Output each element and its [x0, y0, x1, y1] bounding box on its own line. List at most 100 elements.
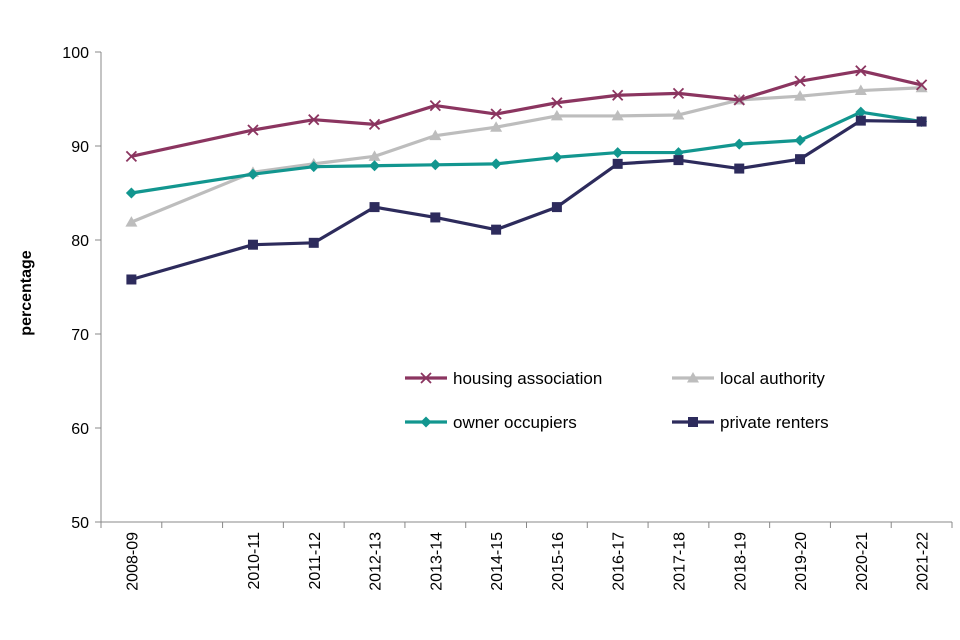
y-tick-label: 90: [71, 139, 89, 156]
x-tick-label: 2015-16: [550, 532, 567, 591]
data-point: [794, 75, 806, 87]
data-point: [612, 147, 624, 159]
y-tick-label: 60: [71, 421, 89, 438]
x-marker-stroke: [612, 89, 624, 101]
data-point: [125, 216, 138, 227]
x-tick-label: 2010-11: [246, 532, 263, 590]
data-point: [915, 81, 928, 93]
data-point: [247, 168, 259, 180]
data-point: [308, 114, 320, 126]
x-marker-stroke: [247, 124, 259, 136]
series-owner-occupiers: [125, 106, 928, 199]
data-point: [551, 151, 563, 163]
legend-swatch-marker: [420, 416, 432, 428]
data-point: [308, 161, 320, 173]
x-tick-label: 2012-13: [368, 532, 385, 591]
x-tick-label: 2011-12: [307, 532, 324, 590]
data-point: [612, 89, 624, 101]
axes: 50 60 70 80 90 100 2008-09 2010-11 2011-12 2012-1…: [62, 45, 953, 591]
x-tick-label: 2013-14: [428, 532, 445, 591]
y-tick-label: 80: [71, 233, 89, 250]
data-point: [794, 90, 807, 101]
data-point: [490, 158, 502, 170]
data-point: [855, 106, 867, 118]
x-tick-label: 2017-18: [671, 532, 688, 591]
x-tick-label: 2018-19: [732, 532, 749, 591]
legend-swatch-marker: [687, 372, 699, 383]
data-point: [368, 150, 381, 161]
data-point: [855, 115, 866, 126]
y-axis-title: percentage: [18, 250, 35, 335]
series-line: [131, 110, 922, 195]
data-point: [429, 159, 441, 171]
data-point: [247, 124, 259, 136]
legend-item: owner occupiers: [405, 413, 577, 432]
x-marker-stroke: [915, 79, 928, 91]
data-point: [490, 108, 502, 120]
data-point: [733, 138, 745, 150]
data-point: [611, 109, 624, 121]
data-point: [612, 158, 623, 169]
data-point: [308, 237, 319, 248]
legend-item: private renters: [672, 413, 829, 432]
data-point: [673, 155, 684, 166]
data-point: [369, 202, 380, 213]
series-housing-association: [125, 65, 928, 162]
data-point: [734, 163, 745, 174]
y-tick-label: 70: [71, 327, 89, 344]
legend-label: private renters: [720, 413, 829, 432]
x-marker-stroke: [420, 372, 432, 384]
data-point: [733, 94, 745, 106]
data-point: [795, 154, 806, 165]
series-line: [130, 119, 922, 282]
x-marker-stroke: [368, 118, 381, 131]
data-point: [855, 65, 867, 77]
data-point: [916, 116, 927, 127]
x-marker-stroke: [551, 97, 563, 109]
x-marker-stroke: [794, 75, 806, 87]
x-marker-stroke: [308, 114, 320, 126]
data-point: [551, 97, 563, 109]
x-marker-stroke: [125, 150, 138, 162]
x-marker-stroke: [490, 108, 502, 120]
series-layer: [125, 65, 928, 285]
x-tick-label: 2019-20: [793, 532, 810, 591]
legend-label: owner occupiers: [453, 413, 577, 432]
x-marker-stroke: [733, 94, 745, 106]
legend-item: housing association: [405, 369, 602, 388]
legend: housing association local authority owner …: [405, 369, 829, 432]
data-point: [551, 202, 562, 213]
x-tick-label: 2016-17: [611, 532, 628, 591]
series-private-renters: [126, 115, 927, 285]
data-point: [794, 134, 806, 146]
x-marker-stroke: [429, 99, 441, 112]
y-tick-label: 50: [71, 515, 89, 532]
data-point: [368, 118, 381, 131]
data-point: [126, 274, 137, 285]
legend-label: housing association: [453, 369, 602, 388]
x-tick-label: 2014-15: [489, 532, 506, 591]
data-point: [491, 224, 502, 235]
data-point: [672, 87, 685, 99]
x-marker-stroke: [855, 65, 867, 77]
x-tick-label: 2008-09: [124, 532, 141, 591]
legend-item: local authority: [672, 369, 825, 388]
x-tick-label: 2021-22: [915, 532, 932, 591]
x-tick-label: 2020-21: [854, 532, 871, 591]
data-point: [247, 239, 258, 250]
data-point: [429, 99, 441, 112]
data-point: [490, 121, 503, 132]
data-point: [125, 150, 138, 162]
data-point: [672, 108, 685, 120]
x-marker-stroke: [672, 87, 685, 99]
y-tick-label: 100: [62, 45, 89, 62]
data-point: [854, 84, 867, 96]
data-point: [430, 212, 441, 223]
data-point: [125, 187, 137, 199]
data-point: [369, 160, 381, 172]
data-point: [915, 79, 928, 91]
legend-swatch-marker: [420, 372, 432, 384]
legend-swatch-marker: [688, 417, 698, 427]
legend-label: local authority: [720, 369, 825, 388]
